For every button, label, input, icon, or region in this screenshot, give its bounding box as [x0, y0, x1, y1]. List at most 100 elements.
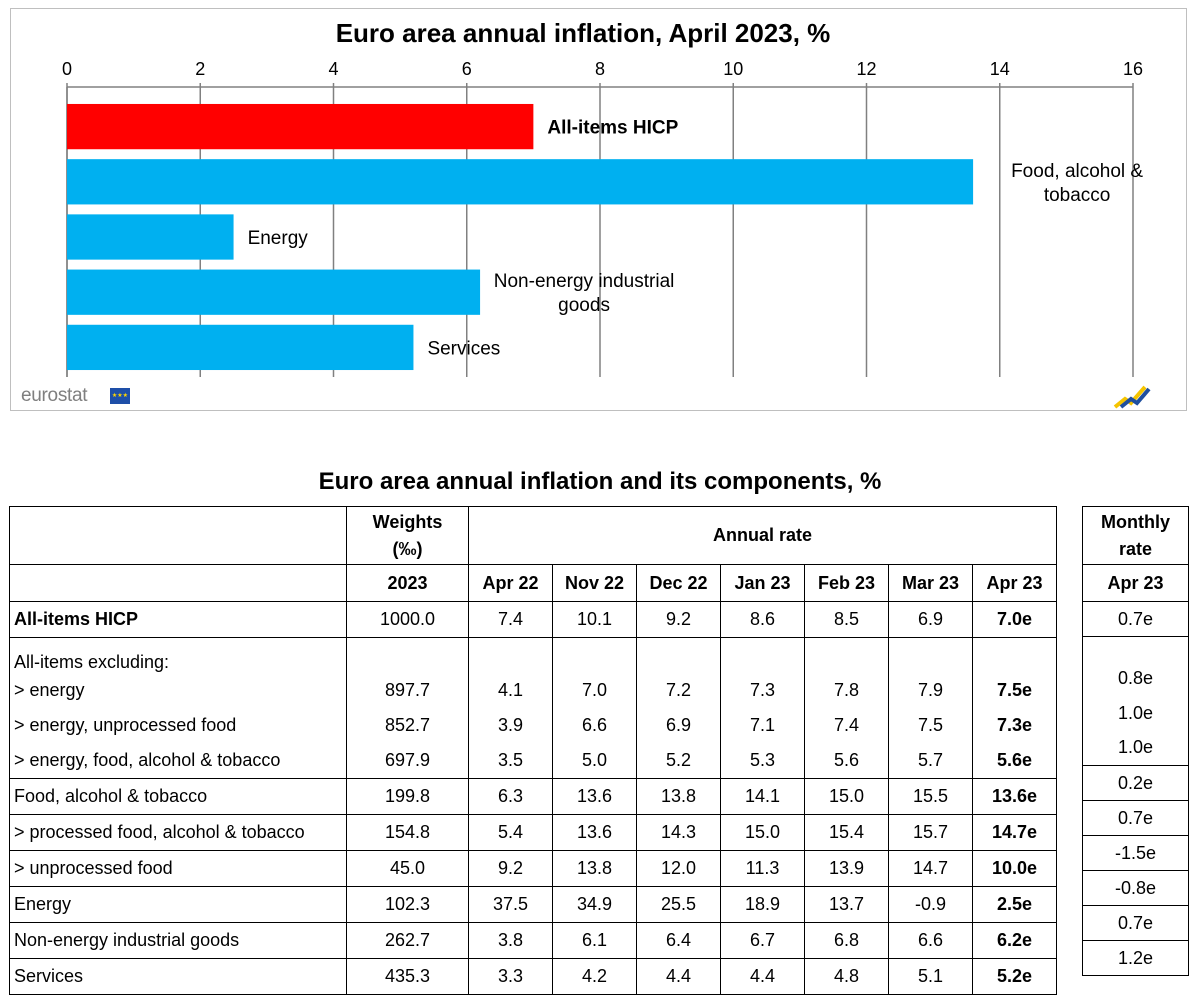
- rate-cell: 7.0: [552, 673, 637, 708]
- table-row: > energy 897.7 4.1 7.0 7.2 7.3 7.8 7.9 7…: [9, 673, 1057, 708]
- rate-cell: 13.7: [804, 886, 889, 923]
- rate-cell: 7.8: [804, 673, 889, 708]
- rate-cell: 5.1: [888, 958, 973, 995]
- rate-cell: 7.5: [888, 708, 973, 743]
- bar-label: Food, alcohol & tobacco: [1011, 161, 1143, 206]
- rate-cell: 3.3: [468, 958, 553, 995]
- bar-label: Non-energy industrial goods: [494, 271, 675, 316]
- rate-cell: 3.5: [468, 743, 553, 779]
- rate-cell: 5.2: [636, 743, 721, 779]
- empty-cell: [888, 637, 973, 673]
- rate-cell: 6.6: [552, 708, 637, 743]
- x-tick-label: 2: [195, 59, 205, 79]
- rate-cell: 6.4: [636, 922, 721, 959]
- empty-cell: [1082, 636, 1189, 661]
- rate-cell: 10.1: [552, 601, 637, 638]
- rate-cell: 9.2: [468, 850, 553, 887]
- rate-cell: 5.3: [720, 743, 805, 779]
- rate-cell: 7.4: [804, 708, 889, 743]
- empty-cell: [972, 637, 1057, 673]
- header-blank-2: [9, 564, 347, 602]
- rate-cell: 34.9: [552, 886, 637, 923]
- header-weights-year: 2023: [346, 564, 469, 602]
- table-row: All-items HICP 1000.0 7.4 10.1 9.2 8.6 8…: [9, 601, 1057, 638]
- bar: [67, 269, 481, 315]
- bar: [67, 214, 234, 260]
- row-label: > energy: [9, 673, 347, 708]
- row-label: > energy, food, alcohol & tobacco: [9, 743, 347, 779]
- table-row: Energy 102.3 37.5 34.9 25.5 18.9 13.7 -0…: [9, 886, 1057, 923]
- monthly-cell: -0.8e: [1082, 870, 1189, 906]
- rate-cell: 4.2: [552, 958, 637, 995]
- empty-cell: [468, 637, 553, 673]
- weight-cell: 1000.0: [346, 601, 469, 638]
- monthly-cell: 0.7e: [1082, 905, 1189, 941]
- rate-cell: 6.3: [468, 778, 553, 815]
- rate-cell: 8.6: [720, 601, 805, 638]
- rate-cell: 6.9: [888, 601, 973, 638]
- rate-cell: 5.4: [468, 814, 553, 851]
- header-month: Jan 23: [720, 564, 805, 602]
- header-month: Mar 23: [888, 564, 973, 602]
- rate-cell: 37.5: [468, 886, 553, 923]
- weights-unit: (‰): [392, 538, 423, 559]
- rate-cell: 15.7: [888, 814, 973, 851]
- rate-cell: 4.4: [636, 958, 721, 995]
- monthly-cell: 0.7e: [1082, 601, 1189, 637]
- monthly-cell: 1.0e: [1082, 730, 1189, 766]
- empty-cell: [552, 637, 637, 673]
- rate-cell: 5.0: [552, 743, 637, 779]
- x-tick-label: 12: [856, 59, 876, 79]
- weight-cell: 154.8: [346, 814, 469, 851]
- bar: [67, 103, 534, 150]
- empty-cell: [720, 637, 805, 673]
- monthly-label: Monthly: [1101, 511, 1170, 532]
- rate-cell-latest: 5.6e: [972, 743, 1057, 779]
- excluding-label: All-items excluding:: [9, 637, 347, 673]
- rate-cell: 18.9: [720, 886, 805, 923]
- header-month: Nov 22: [552, 564, 637, 602]
- rate-cell: 25.5: [636, 886, 721, 923]
- weight-cell: 852.7: [346, 708, 469, 743]
- header-monthly-month: Apr 23: [1082, 564, 1189, 602]
- x-tick-label: 10: [723, 59, 743, 79]
- x-tick-label: 14: [990, 59, 1010, 79]
- rate-cell: 8.5: [804, 601, 889, 638]
- inflation-bar-chart: Euro area annual inflation, April 2023, …: [62, 18, 1143, 377]
- empty-cell: [346, 637, 469, 673]
- table-row: > unprocessed food 45.0 9.2 13.8 12.0 11…: [9, 850, 1057, 887]
- header-month: Feb 23: [804, 564, 889, 602]
- rate-cell-latest: 5.2e: [972, 958, 1057, 995]
- rate-cell: 4.8: [804, 958, 889, 995]
- row-label: Non-energy industrial goods: [9, 922, 347, 959]
- rate-cell: 6.6: [888, 922, 973, 959]
- table-row: > processed food, alcohol & tobacco 154.…: [9, 814, 1057, 851]
- bar: [67, 159, 974, 205]
- row-label: Services: [9, 958, 347, 995]
- rate-cell: 7.3: [720, 673, 805, 708]
- bar-label: Energy: [248, 228, 309, 249]
- header-month: Apr 23: [972, 564, 1057, 602]
- header-blank: [9, 506, 347, 565]
- rate-cell: 5.7: [888, 743, 973, 779]
- weight-cell: 697.9: [346, 743, 469, 779]
- monthly-cell: 0.8e: [1082, 660, 1189, 696]
- header-monthly-rate: Monthly rate: [1082, 506, 1189, 565]
- weight-cell: 897.7: [346, 673, 469, 708]
- rate-cell: 3.9: [468, 708, 553, 743]
- bar-label: Services: [427, 338, 500, 359]
- row-label: > unprocessed food: [9, 850, 347, 887]
- rate-cell: 7.9: [888, 673, 973, 708]
- rate-cell: 6.8: [804, 922, 889, 959]
- rate-cell: 13.6: [552, 778, 637, 815]
- row-label: Energy: [9, 886, 347, 923]
- rate-cell: 5.6: [804, 743, 889, 779]
- rate-label: rate: [1118, 538, 1153, 559]
- rate-cell: 3.8: [468, 922, 553, 959]
- rate-cell: 12.0: [636, 850, 721, 887]
- rate-cell: 6.7: [720, 922, 805, 959]
- table-row: > energy, unprocessed food 852.7 3.9 6.6…: [9, 708, 1057, 743]
- rate-cell-latest: 13.6e: [972, 778, 1057, 815]
- rate-cell-latest: 2.5e: [972, 886, 1057, 923]
- weight-cell: 45.0: [346, 850, 469, 887]
